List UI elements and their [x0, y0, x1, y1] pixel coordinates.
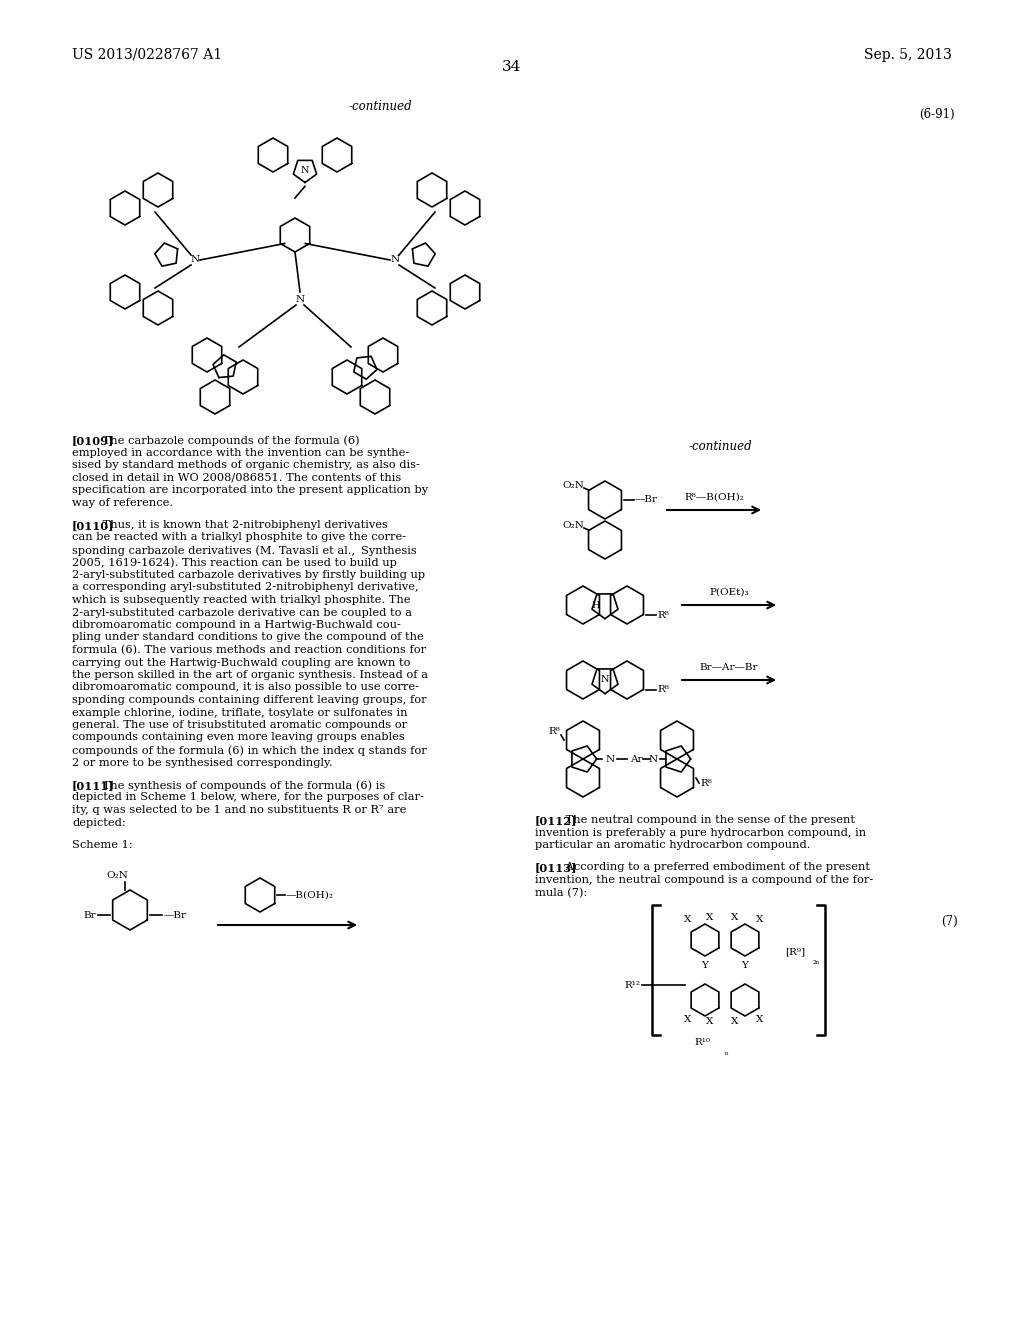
Text: [0111]: [0111] — [72, 780, 115, 791]
Text: R⁸: R⁸ — [657, 685, 669, 694]
Text: X: X — [757, 916, 764, 924]
Text: carrying out the Hartwig-Buchwald coupling are known to: carrying out the Hartwig-Buchwald coupli… — [72, 657, 411, 668]
Text: particular an aromatic hydrocarbon compound.: particular an aromatic hydrocarbon compo… — [535, 840, 811, 850]
Text: sised by standard methods of organic chemistry, as also dis-: sised by standard methods of organic che… — [72, 459, 420, 470]
Text: X: X — [684, 916, 691, 924]
Text: R⁸: R⁸ — [657, 610, 669, 619]
Text: -continued: -continued — [348, 100, 412, 114]
Text: X: X — [707, 913, 714, 923]
Text: N: N — [190, 256, 200, 264]
Text: H: H — [592, 601, 600, 610]
Text: According to a preferred embodiment of the present: According to a preferred embodiment of t… — [562, 862, 870, 873]
Text: sponding compounds containing different leaving groups, for: sponding compounds containing different … — [72, 696, 427, 705]
Text: formula (6). The various methods and reaction conditions for: formula (6). The various methods and rea… — [72, 645, 426, 655]
Text: [0110]: [0110] — [72, 520, 115, 531]
Text: 34: 34 — [503, 59, 521, 74]
Text: Y: Y — [701, 961, 709, 969]
Text: closed in detail in WO 2008/086851. The contents of this: closed in detail in WO 2008/086851. The … — [72, 473, 401, 483]
Text: 2005, 1619-1624). This reaction can be used to build up: 2005, 1619-1624). This reaction can be u… — [72, 557, 397, 568]
Text: Br: Br — [83, 911, 96, 920]
Text: -continued: -continued — [688, 440, 752, 453]
Text: X: X — [731, 913, 738, 923]
Text: R⁸—B(OH)₂: R⁸—B(OH)₂ — [684, 492, 744, 502]
Text: Scheme 1:: Scheme 1: — [72, 840, 133, 850]
Text: P(OEt)₃: P(OEt)₃ — [710, 587, 749, 597]
Text: [R⁹]: [R⁹] — [785, 948, 805, 957]
Text: X: X — [684, 1015, 691, 1024]
Text: R¹²: R¹² — [624, 981, 640, 990]
Text: the person skilled in the art of organic synthesis. Instead of a: the person skilled in the art of organic… — [72, 671, 428, 680]
Text: Thus, it is known that 2-nitrobiphenyl derivatives: Thus, it is known that 2-nitrobiphenyl d… — [99, 520, 388, 531]
Text: Sep. 5, 2013: Sep. 5, 2013 — [864, 48, 952, 62]
Text: N: N — [301, 166, 309, 174]
Text: The neutral compound in the sense of the present: The neutral compound in the sense of the… — [562, 814, 855, 825]
Text: 2-aryl-substituted carbazole derivatives by firstly building up: 2-aryl-substituted carbazole derivatives… — [72, 570, 425, 579]
Text: —B(OH)₂: —B(OH)₂ — [286, 891, 334, 899]
Text: which is subsequently reacted with trialkyl phosphite. The: which is subsequently reacted with trial… — [72, 595, 411, 605]
Text: R⁸: R⁸ — [700, 779, 712, 788]
Text: N: N — [296, 296, 304, 305]
Text: N: N — [605, 755, 614, 763]
Text: N: N — [601, 676, 609, 685]
Text: O₂N: O₂N — [106, 871, 128, 880]
Text: —Br: —Br — [635, 495, 658, 504]
Text: Br—Ar—Br: Br—Ar—Br — [699, 663, 758, 672]
Text: (7): (7) — [941, 915, 958, 928]
Text: employed in accordance with the invention can be synthe-: employed in accordance with the inventio… — [72, 447, 410, 458]
Text: invention, the neutral compound is a compound of the for-: invention, the neutral compound is a com… — [535, 875, 873, 884]
Text: [0112]: [0112] — [535, 814, 578, 826]
Text: mula (7):: mula (7): — [535, 887, 587, 898]
Text: (6-91): (6-91) — [920, 108, 955, 121]
Text: 2 or more to be synthesised correspondingly.: 2 or more to be synthesised correspondin… — [72, 758, 333, 767]
Text: compounds of the formula (6) in which the index q stands for: compounds of the formula (6) in which th… — [72, 744, 427, 755]
Text: depicted in Scheme 1 below, where, for the purposes of clar-: depicted in Scheme 1 below, where, for t… — [72, 792, 424, 803]
Text: US 2013/0228767 A1: US 2013/0228767 A1 — [72, 48, 222, 62]
Text: ity, q was selected to be 1 and no substituents R or R⁷ are: ity, q was selected to be 1 and no subst… — [72, 805, 407, 814]
Text: [0113]: [0113] — [535, 862, 578, 874]
Text: compounds containing even more leaving groups enables: compounds containing even more leaving g… — [72, 733, 404, 742]
Text: N: N — [390, 256, 399, 264]
Text: depicted:: depicted: — [72, 817, 126, 828]
Text: X: X — [731, 1018, 738, 1027]
Text: ₂ₙ: ₂ₙ — [813, 957, 820, 966]
Text: The synthesis of compounds of the formula (6) is: The synthesis of compounds of the formul… — [99, 780, 385, 791]
Text: general. The use of trisubstituted aromatic compounds or: general. The use of trisubstituted aroma… — [72, 719, 408, 730]
Text: O₂N: O₂N — [562, 521, 584, 531]
Text: can be reacted with a trialkyl phosphite to give the corre-: can be reacted with a trialkyl phosphite… — [72, 532, 407, 543]
Text: X: X — [757, 1015, 764, 1024]
Text: pling under standard conditions to give the compound of the: pling under standard conditions to give … — [72, 632, 424, 643]
Text: dibromoaromatic compound in a Hartwig-Buchwald cou-: dibromoaromatic compound in a Hartwig-Bu… — [72, 620, 400, 630]
Text: ₙ: ₙ — [725, 1048, 729, 1057]
Text: [0109]: [0109] — [72, 436, 115, 446]
Text: O₂N: O₂N — [562, 482, 584, 491]
Text: a corresponding aryl-substituted 2-nitrobiphenyl derivative,: a corresponding aryl-substituted 2-nitro… — [72, 582, 419, 593]
Text: example chlorine, iodine, triflate, tosylate or sulfonates in: example chlorine, iodine, triflate, tosy… — [72, 708, 408, 718]
Text: sponding carbazole derivatives (M. Tavasli et al.,  Synthesis: sponding carbazole derivatives (M. Tavas… — [72, 545, 417, 556]
Text: The carbazole compounds of the formula (6): The carbazole compounds of the formula (… — [99, 436, 359, 446]
Text: invention is preferably a pure hydrocarbon compound, in: invention is preferably a pure hydrocarb… — [535, 828, 866, 837]
Text: specification are incorporated into the present application by: specification are incorporated into the … — [72, 484, 428, 495]
Text: 2-aryl-substituted carbazole derivative can be coupled to a: 2-aryl-substituted carbazole derivative … — [72, 607, 412, 618]
Text: N: N — [648, 755, 657, 763]
Text: —Br: —Br — [164, 911, 187, 920]
Text: X: X — [707, 1018, 714, 1027]
Text: dibromoaromatic compound, it is also possible to use corre-: dibromoaromatic compound, it is also pos… — [72, 682, 419, 693]
Text: Y: Y — [741, 961, 749, 969]
Text: R⁸: R⁸ — [548, 727, 560, 737]
Text: way of reference.: way of reference. — [72, 498, 173, 507]
Text: Ar: Ar — [630, 755, 642, 763]
Text: R¹⁰: R¹⁰ — [694, 1038, 710, 1047]
